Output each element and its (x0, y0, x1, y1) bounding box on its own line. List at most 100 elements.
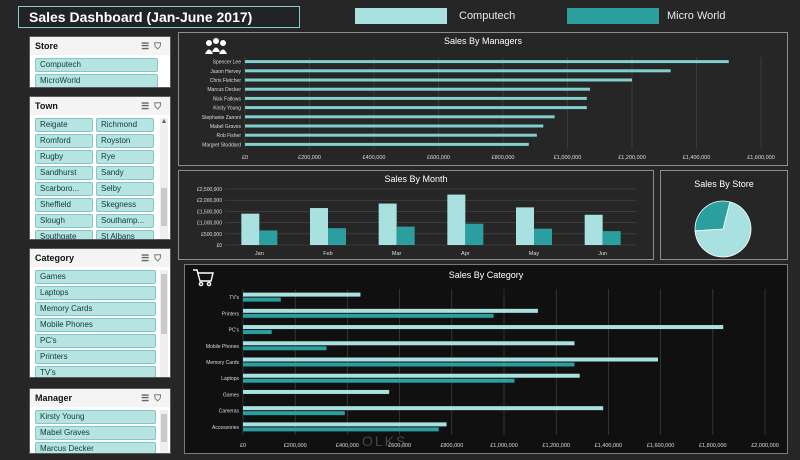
slicer-item-town[interactable]: Southgate (35, 230, 93, 239)
slicer-item-town[interactable]: Rye (96, 150, 154, 164)
slicer-item-town[interactable]: Selby (96, 182, 154, 196)
bar-microworld (243, 427, 439, 432)
x-tick-label: Jan (255, 251, 264, 257)
bar-computech (243, 325, 724, 330)
town-slicer-scrollbar[interactable]: ▲ ▼ (160, 118, 168, 239)
category-chart: £0 £200,000 £400,000 £600,000 £800,000 £1,000… (193, 269, 779, 449)
category-label: Memory Cards (206, 360, 239, 366)
category-label: Marcus Decker (207, 87, 241, 93)
slicer-item-store[interactable]: Computech (35, 58, 158, 72)
y-tick-label: £2,000,000 (197, 198, 222, 204)
bar (245, 69, 671, 73)
category-slicer-scrollbar[interactable] (160, 270, 168, 377)
x-tick-label: £0 (240, 443, 246, 449)
slicer-item-category[interactable]: Mobile Phones (35, 318, 156, 332)
slicer-item-category[interactable]: TV's (35, 366, 156, 377)
clear-filter-icon[interactable]: ⛉ (154, 393, 166, 403)
slicer-item-town[interactable]: St Albans (96, 230, 154, 239)
scroll-thumb[interactable] (161, 414, 167, 442)
manager-slicer-scrollbar[interactable] (160, 410, 168, 453)
scroll-thumb[interactable] (161, 188, 167, 226)
slicer-item-town[interactable]: Southamp... (96, 214, 154, 228)
managers-chart-title: Sales By Managers (443, 36, 523, 46)
slicer-item-town[interactable]: Rugby (35, 150, 93, 164)
slicer-item-town[interactable]: Richmond (96, 118, 154, 132)
legend-swatch-computech (355, 8, 447, 24)
store-slicer-header: Store ☰⛉ (30, 37, 170, 55)
x-tick-label: Mar (392, 251, 402, 257)
bar (245, 78, 632, 82)
slicer-item-town[interactable]: Sheffield (35, 198, 93, 212)
clear-filter-icon[interactable]: ⛉ (154, 41, 166, 51)
pie-slice-computech (694, 201, 752, 258)
y-tick-label: £0 (216, 243, 222, 249)
x-tick-label: £400,000 (363, 155, 386, 161)
y-tick-label: £500,000 (201, 232, 222, 238)
x-tick-label: £1,400,000 (683, 155, 711, 161)
x-tick-label: £200,000 (298, 155, 321, 161)
category-label: Rob Fisher (217, 133, 242, 139)
category-label: Kirsty Young (213, 106, 241, 112)
month-chart-title: Sales By Month (384, 174, 448, 184)
bar-computech (378, 203, 397, 245)
slicer-item-store[interactable]: MicroWorld (35, 74, 158, 87)
town-slicer: Town ☰⛉ Reigate Richmond Romford Royston… (29, 96, 171, 240)
slicer-item-manager[interactable]: Marcus Decker (35, 442, 156, 453)
slicer-item-town[interactable]: Slough (35, 214, 93, 228)
slicer-item-manager[interactable]: Kirsty Young (35, 410, 156, 424)
managers-chart: £0 £200,000 £400,000 £600,000 £800,000 £1,000… (202, 38, 775, 161)
bar-computech (584, 214, 603, 245)
manager-slicer: Manager ☰⛉ Kirsty Young Mabel Graves Mar… (29, 388, 171, 454)
bar (245, 124, 544, 128)
scroll-up-icon[interactable]: ▲ (160, 118, 168, 125)
month-chart-panel: Sales By Month £0 £500,000 £1,000,000 £1,50… (178, 170, 654, 260)
slicer-item-town[interactable]: Scarboro... (35, 182, 93, 196)
clear-filter-icon[interactable]: ⛉ (154, 253, 166, 263)
bar-computech (310, 208, 328, 245)
clear-filter-icon[interactable]: ⛉ (154, 101, 166, 111)
slicer-item-town[interactable]: Royston (96, 134, 154, 148)
x-tick-label: May (529, 251, 540, 257)
x-tick-label: £1,200,000 (542, 443, 570, 449)
x-tick-label: Jun (598, 251, 607, 257)
bar-microworld (243, 330, 272, 335)
x-tick-label: £800,000 (492, 155, 515, 161)
multi-select-icon[interactable]: ☰ (141, 393, 155, 403)
multi-select-icon[interactable]: ☰ (141, 41, 155, 51)
slicer-item-category[interactable]: PC's (35, 334, 156, 348)
y-tick-label: £1,500,000 (197, 209, 222, 215)
slicer-item-category[interactable]: Memory Cards (35, 302, 156, 316)
bar-computech (243, 389, 390, 394)
slicer-item-category[interactable]: Games (35, 270, 156, 284)
slicer-item-town[interactable]: Skegness (96, 198, 154, 212)
x-tick-label: £200,000 (284, 443, 307, 449)
town-slicer-title: Town (35, 101, 58, 111)
shopping-cart-icon (193, 269, 214, 287)
multi-select-icon[interactable]: ☰ (141, 253, 155, 263)
scroll-down-icon[interactable]: ▼ (160, 238, 168, 239)
y-tick-label: £1,000,000 (197, 221, 222, 227)
multi-select-icon[interactable]: ☰ (141, 101, 155, 111)
bar-microworld (243, 411, 345, 416)
category-label: Cameras (219, 409, 240, 415)
x-tick-label: £1,600,000 (647, 443, 675, 449)
scroll-thumb[interactable] (161, 274, 167, 334)
bar-microworld (243, 346, 327, 351)
bar-microworld (243, 297, 281, 302)
slicer-item-town[interactable]: Romford (35, 134, 93, 148)
x-tick-label: £2,000,000 (751, 443, 779, 449)
category-label: Chris Fletcher (210, 78, 241, 84)
category-label: Spencer Lee (213, 60, 242, 66)
slicer-item-town[interactable]: Sandy (96, 166, 154, 180)
slicer-item-town[interactable]: Reigate (35, 118, 93, 132)
slicer-item-town[interactable]: Sandhurst (35, 166, 93, 180)
category-label: Games (223, 392, 240, 398)
x-tick-label: £1,200,000 (618, 155, 646, 161)
slicer-item-category[interactable]: Printers (35, 350, 156, 364)
store-chart-panel: Sales By Store (660, 170, 788, 260)
bar (245, 133, 537, 137)
slicer-item-manager[interactable]: Mabel Graves (35, 426, 156, 440)
x-tick-label: Apr (461, 251, 470, 257)
slicer-item-category[interactable]: Laptops (35, 286, 156, 300)
bar (245, 142, 529, 146)
